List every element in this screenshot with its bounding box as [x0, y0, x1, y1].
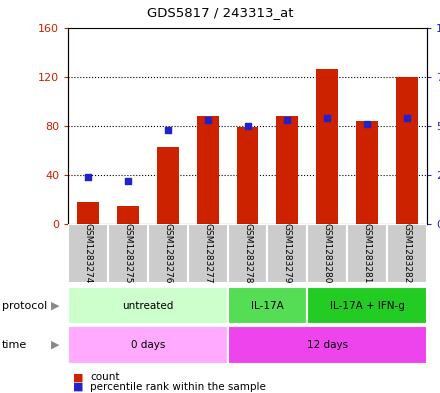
Bar	[387, 224, 427, 283]
Text: ■: ■	[73, 372, 83, 382]
Text: percentile rank within the sample: percentile rank within the sample	[90, 382, 266, 392]
Text: GSM1283276: GSM1283276	[163, 223, 172, 284]
Bar	[68, 287, 227, 324]
Text: 12 days: 12 days	[307, 340, 348, 350]
Text: protocol: protocol	[2, 301, 48, 310]
Text: GSM1283279: GSM1283279	[283, 223, 292, 284]
Point	[363, 121, 370, 127]
Text: GSM1283280: GSM1283280	[323, 223, 332, 284]
Bar	[307, 224, 347, 283]
Point	[284, 117, 291, 123]
Bar	[108, 224, 148, 283]
Text: IL-17A + IFN-g: IL-17A + IFN-g	[330, 301, 404, 310]
Bar	[316, 69, 338, 224]
Bar	[117, 206, 139, 224]
Bar	[227, 224, 268, 283]
Point	[164, 127, 171, 133]
Text: GSM1283282: GSM1283282	[402, 223, 411, 284]
Bar	[68, 326, 227, 364]
Text: untreated: untreated	[122, 301, 173, 310]
Text: IL-17A: IL-17A	[251, 301, 284, 310]
Text: time: time	[2, 340, 27, 350]
Bar	[237, 127, 258, 224]
Point	[84, 174, 92, 180]
Bar	[77, 202, 99, 224]
Text: GSM1283278: GSM1283278	[243, 223, 252, 284]
Text: count: count	[90, 372, 120, 382]
Text: ▶: ▶	[51, 340, 59, 350]
Bar	[227, 326, 427, 364]
Bar	[307, 287, 427, 324]
Bar	[197, 116, 219, 224]
Bar	[157, 147, 179, 224]
Bar	[356, 121, 378, 224]
Bar	[347, 224, 387, 283]
Text: GDS5817 / 243313_at: GDS5817 / 243313_at	[147, 6, 293, 19]
Text: GSM1283277: GSM1283277	[203, 223, 212, 284]
Bar	[268, 224, 307, 283]
Text: ■: ■	[73, 382, 83, 392]
Bar	[188, 224, 227, 283]
Bar	[276, 116, 298, 224]
Point	[403, 115, 411, 121]
Point	[125, 178, 132, 184]
Text: GSM1283281: GSM1283281	[363, 223, 371, 284]
Bar	[148, 224, 188, 283]
Text: GSM1283275: GSM1283275	[124, 223, 132, 284]
Bar	[68, 224, 108, 283]
Bar	[396, 77, 418, 224]
Point	[324, 115, 331, 121]
Text: 0 days: 0 days	[131, 340, 165, 350]
Point	[244, 123, 251, 129]
Text: ▶: ▶	[51, 301, 59, 310]
Point	[204, 117, 211, 123]
Text: GSM1283274: GSM1283274	[84, 223, 93, 284]
Bar	[227, 287, 307, 324]
